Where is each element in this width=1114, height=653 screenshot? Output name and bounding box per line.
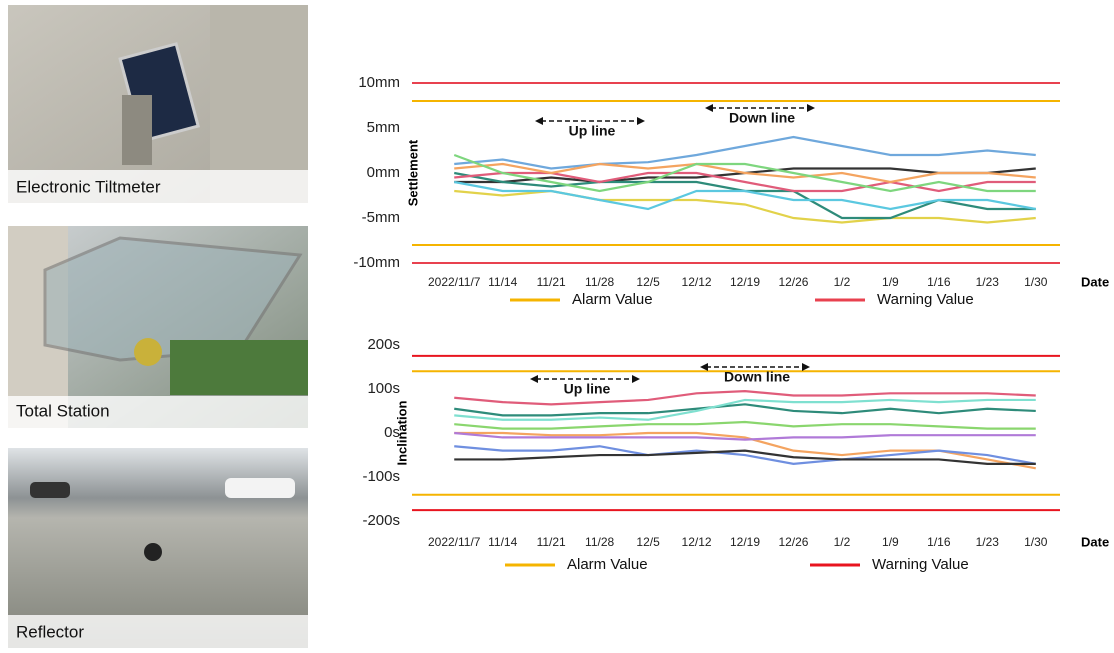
- photo-total-station: Total Station: [8, 226, 308, 428]
- y-axis-label: Settlement: [405, 139, 420, 206]
- annotation: Down line: [729, 110, 795, 126]
- photo-caption: Electronic Tiltmeter: [16, 177, 161, 196]
- series-line: [454, 422, 1036, 429]
- legend-label: Warning Value: [872, 556, 969, 573]
- x-tick-label: 1/9: [882, 275, 899, 289]
- y-axis-label: Inclination: [394, 400, 409, 465]
- x-tick-label: 1/23: [976, 535, 1000, 549]
- series-line: [454, 173, 1036, 191]
- x-tick-label: 1/2: [834, 535, 851, 549]
- y-tick-label: 0mm: [367, 164, 400, 181]
- x-tick-label: 11/21: [537, 535, 566, 549]
- annotation: Up line: [564, 381, 611, 397]
- series-line: [454, 191, 1036, 223]
- y-tick-label: -200s: [362, 512, 400, 529]
- x-tick-label: 12/5: [636, 535, 660, 549]
- x-tick-label: 1/30: [1024, 275, 1048, 289]
- x-tick-label: 1/16: [927, 535, 951, 549]
- x-tick-label: 1/23: [976, 275, 1000, 289]
- x-tick-label: 11/14: [488, 275, 517, 289]
- photo-tiltmeter: Electronic Tiltmeter: [8, 5, 308, 203]
- annotation: Down line: [724, 369, 790, 385]
- y-tick-label: -10mm: [353, 254, 400, 271]
- x-axis-label: Date: [1081, 534, 1109, 549]
- x-tick-label: 11/28: [585, 275, 614, 289]
- legend-label: Alarm Value: [567, 556, 648, 573]
- x-tick-label: 11/28: [585, 535, 614, 549]
- legend-label: Warning Value: [877, 291, 974, 308]
- figure: Electronic Tiltmeter Total Station Refle…: [0, 0, 1114, 648]
- x-tick-label: 2022/11/7: [428, 275, 481, 289]
- x-tick-label: 11/14: [488, 535, 517, 549]
- y-tick-label: 5mm: [367, 119, 400, 136]
- series-line: [454, 404, 1036, 415]
- x-tick-label: 1/30: [1024, 535, 1048, 549]
- y-tick-label: -100s: [362, 468, 400, 485]
- x-tick-label: 12/12: [682, 275, 712, 289]
- photo-reflector: Reflector: [8, 448, 308, 648]
- x-axis-label: Date: [1081, 274, 1109, 289]
- x-tick-label: 1/16: [927, 275, 951, 289]
- x-tick-label: 1/9: [882, 535, 899, 549]
- x-tick-label: 11/21: [537, 275, 566, 289]
- x-tick-label: 1/2: [834, 275, 851, 289]
- photo-caption: Total Station: [16, 401, 110, 420]
- x-tick-label: 12/26: [778, 535, 808, 549]
- x-tick-label: 12/19: [730, 275, 760, 289]
- photo-caption: Reflector: [16, 622, 84, 641]
- legend-label: Alarm Value: [572, 291, 653, 308]
- annotation: Up line: [569, 123, 616, 139]
- y-tick-label: 10mm: [358, 74, 400, 91]
- y-tick-label: -5mm: [362, 209, 400, 226]
- y-tick-label: 100s: [367, 380, 400, 397]
- x-tick-label: 12/12: [682, 535, 712, 549]
- x-tick-label: 12/19: [730, 535, 760, 549]
- x-tick-label: 12/5: [636, 275, 660, 289]
- y-tick-label: 200s: [367, 336, 400, 353]
- x-tick-label: 12/26: [778, 275, 808, 289]
- x-tick-label: 2022/11/7: [428, 535, 481, 549]
